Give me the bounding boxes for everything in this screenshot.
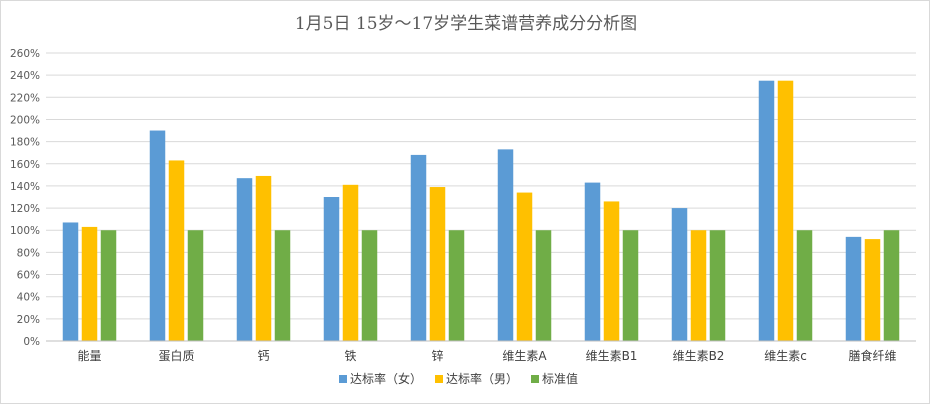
bars: [62, 80, 900, 341]
bar-female: [758, 80, 775, 341]
y-tick-label: 140%: [10, 181, 40, 193]
y-tick-label: 60%: [17, 270, 40, 282]
bar-male: [342, 184, 359, 341]
y-tick-label: 20%: [17, 314, 40, 326]
bar-standard: [274, 230, 291, 341]
y-tick-label: 200%: [10, 114, 40, 126]
bar-male: [777, 80, 794, 341]
y-tick-label: 40%: [17, 292, 40, 304]
legend-label: 标准值: [542, 371, 578, 386]
bar-female: [62, 222, 79, 341]
x-axis-category-labels: 能量 蛋白质 钙 铁 锌 维生素A 维生素B1 维生素B2 维生素c 膳食纤维: [77, 348, 896, 363]
bar-male: [603, 201, 620, 341]
bar-male: [516, 192, 533, 341]
bar-male: [81, 226, 98, 341]
y-tick-label: 0%: [23, 336, 40, 348]
x-category-label: 蛋白质: [158, 348, 194, 363]
bar-female: [410, 154, 427, 341]
bar-standard: [448, 230, 465, 341]
bar-male: [864, 239, 881, 341]
bar-female: [149, 130, 166, 341]
x-category-label: 维生素B2: [673, 349, 725, 363]
legend-label: 达标率（男）: [446, 371, 518, 386]
x-category-label: 维生素B1: [586, 349, 638, 363]
bar-standard: [709, 230, 726, 341]
x-category-label: 能量: [77, 349, 101, 363]
bar-female: [584, 182, 601, 341]
bar-female: [845, 236, 862, 341]
bar-standard: [622, 230, 639, 341]
x-category-label: 膳食纤维: [848, 348, 896, 363]
bar-male: [255, 175, 272, 341]
bar-female: [323, 197, 340, 341]
y-tick-label: 120%: [10, 203, 40, 215]
bar-male: [168, 160, 185, 341]
legend-swatch: [339, 375, 347, 383]
y-tick-label: 100%: [10, 225, 40, 237]
bar-standard: [100, 230, 117, 341]
x-category-label: 铁: [344, 349, 356, 363]
x-category-label: 维生素c: [764, 349, 807, 363]
legend-swatch: [435, 375, 443, 383]
bar-female: [671, 208, 688, 341]
bar-female: [236, 178, 253, 341]
bar-standard: [187, 230, 204, 341]
x-category-label: 锌: [431, 349, 443, 363]
x-category-label: 维生素A: [502, 349, 547, 363]
bar-standard: [883, 230, 900, 341]
y-tick-label: 180%: [10, 137, 40, 149]
y-tick-label: 160%: [10, 159, 40, 171]
y-axis-tick-labels: 0% 20% 40% 60% 80% 100% 120% 140% 160% 180% 200% 22…: [10, 48, 40, 348]
y-tick-label: 220%: [10, 92, 40, 104]
legend-label: 达标率（女）: [350, 371, 422, 386]
y-tick-label: 80%: [17, 247, 40, 259]
bar-standard: [796, 230, 813, 341]
legend: 达标率（女） 达标率（男） 标准值: [339, 371, 578, 386]
bar-standard: [535, 230, 552, 341]
bar-female: [497, 149, 514, 341]
bar-male: [429, 187, 446, 341]
chart-title: 1月5日 15岁～17岁学生菜谱营养成分分析图: [295, 14, 637, 34]
bar-male: [690, 230, 707, 341]
bar-standard: [361, 230, 378, 341]
legend-swatch: [531, 375, 539, 383]
x-category-label: 钙: [257, 349, 269, 363]
y-tick-label: 240%: [10, 70, 40, 82]
y-tick-label: 260%: [10, 48, 40, 60]
